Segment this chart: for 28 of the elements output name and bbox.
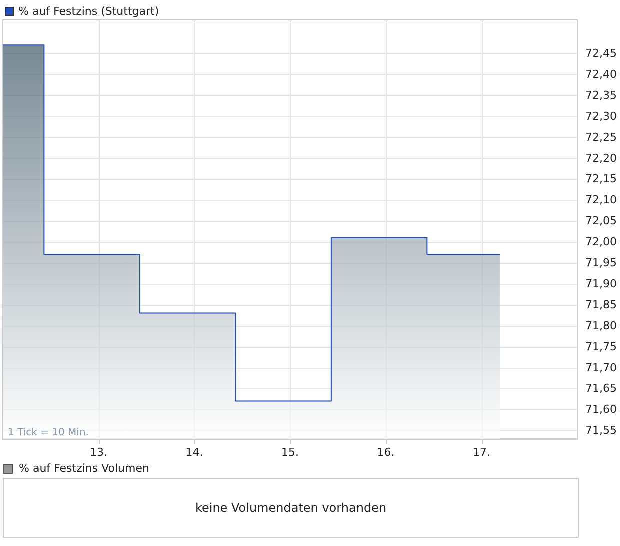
x-tick-label: 14. [186, 446, 204, 459]
y-tick-label: 72,40 [586, 68, 618, 81]
y-tick-label: 71,80 [586, 319, 618, 332]
legend-label: % auf Festzins (Stuttgart) [18, 5, 160, 18]
text: % auf Festzins Volumen [18, 462, 150, 475]
x-tick-label: 13. [90, 446, 108, 459]
y-tick-label: 72,00 [586, 236, 618, 249]
y-tick-label: 71,90 [586, 277, 618, 290]
y-tick-label: 72,45 [586, 47, 618, 60]
y-tick-label: 71,65 [586, 382, 618, 396]
y-tick-label: 72,10 [586, 194, 618, 207]
y-tick-label: 72,30 [586, 110, 618, 123]
y-tick-label: 72,05 [586, 214, 618, 228]
y-tick-label: 71,60 [586, 403, 618, 416]
y-tick-label: 72,20 [586, 152, 618, 165]
x-tick-label: 15. [282, 446, 300, 459]
y-tick-label: 72,35 [586, 88, 618, 102]
x-tick-label: 17. [473, 446, 491, 459]
y-tick-label: 72,25 [586, 130, 618, 144]
y-tick-label: 71,70 [586, 361, 618, 374]
y-tick-label: 71,85 [586, 298, 618, 312]
text: keine Volumendaten vorhanden [3, 478, 579, 538]
x-tick-label: 16. [377, 446, 395, 459]
y-tick-label: 71,95 [586, 256, 618, 270]
y-tick-label: 71,55 [586, 424, 618, 438]
y-tick-label: 71,75 [586, 340, 618, 354]
annotation: 1 Tick = 10 Min. [8, 428, 89, 438]
y-tick-label: 72,15 [586, 172, 618, 186]
